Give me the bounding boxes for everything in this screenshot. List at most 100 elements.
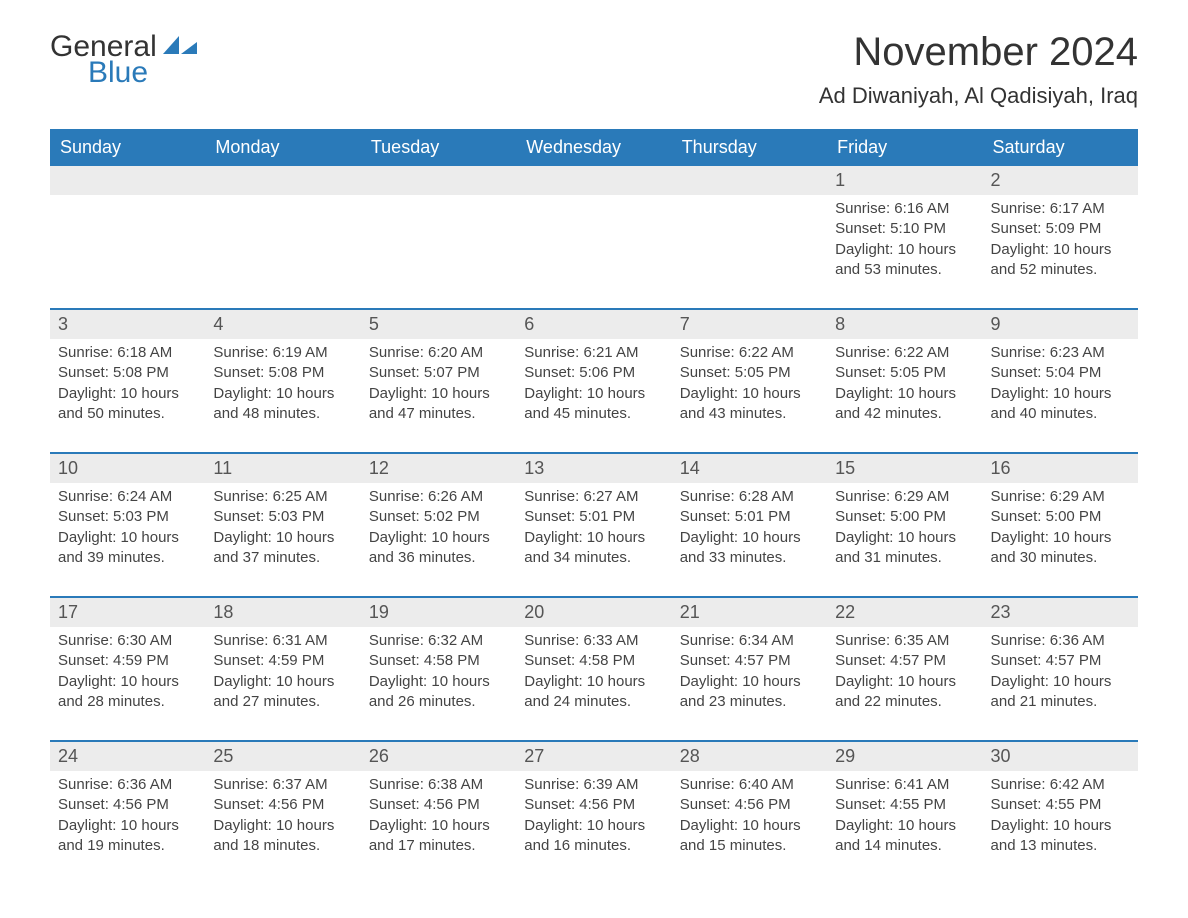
day-daylight: Daylight: 10 hours and 13 minutes. xyxy=(991,816,1130,857)
day-sunset: Sunset: 4:57 PM xyxy=(835,651,974,671)
day-sunrise: Sunrise: 6:40 AM xyxy=(680,775,819,795)
day-info-cell: Sunrise: 6:29 AMSunset: 5:00 PMDaylight:… xyxy=(983,483,1138,597)
calendar-week-row: Sunrise: 6:24 AMSunset: 5:03 PMDaylight:… xyxy=(50,483,1138,597)
day-sunrise: Sunrise: 6:24 AM xyxy=(58,487,197,507)
day-sunset: Sunset: 4:57 PM xyxy=(680,651,819,671)
day-daylight: Daylight: 10 hours and 30 minutes. xyxy=(991,528,1130,569)
day-sunset: Sunset: 5:07 PM xyxy=(369,363,508,383)
day-sunset: Sunset: 5:01 PM xyxy=(680,507,819,527)
day-info-cell xyxy=(672,195,827,309)
day-info-cell: Sunrise: 6:28 AMSunset: 5:01 PMDaylight:… xyxy=(672,483,827,597)
day-sunset: Sunset: 5:02 PM xyxy=(369,507,508,527)
day-sunrise: Sunrise: 6:42 AM xyxy=(991,775,1130,795)
day-sunset: Sunset: 5:03 PM xyxy=(58,507,197,527)
month-title: November 2024 xyxy=(819,30,1138,75)
day-number-cell: 23 xyxy=(983,597,1138,627)
day-info-cell: Sunrise: 6:19 AMSunset: 5:08 PMDaylight:… xyxy=(205,339,360,453)
day-info-cell: Sunrise: 6:16 AMSunset: 5:10 PMDaylight:… xyxy=(827,195,982,309)
day-sunrise: Sunrise: 6:34 AM xyxy=(680,631,819,651)
day-number-cell: 25 xyxy=(205,741,360,771)
day-sunset: Sunset: 5:08 PM xyxy=(213,363,352,383)
day-sunrise: Sunrise: 6:28 AM xyxy=(680,487,819,507)
day-info-cell: Sunrise: 6:17 AMSunset: 5:09 PMDaylight:… xyxy=(983,195,1138,309)
day-daylight: Daylight: 10 hours and 16 minutes. xyxy=(524,816,663,857)
day-daylight: Daylight: 10 hours and 22 minutes. xyxy=(835,672,974,713)
day-sunrise: Sunrise: 6:33 AM xyxy=(524,631,663,651)
day-info-cell: Sunrise: 6:38 AMSunset: 4:56 PMDaylight:… xyxy=(361,771,516,884)
day-sunset: Sunset: 4:59 PM xyxy=(213,651,352,671)
weekday-header: Friday xyxy=(827,129,982,166)
brand-part2: Blue xyxy=(88,56,199,90)
day-number-cell: 24 xyxy=(50,741,205,771)
day-daylight: Daylight: 10 hours and 14 minutes. xyxy=(835,816,974,857)
daynum-row: 24252627282930 xyxy=(50,741,1138,771)
day-daylight: Daylight: 10 hours and 15 minutes. xyxy=(680,816,819,857)
day-sunset: Sunset: 5:00 PM xyxy=(835,507,974,527)
day-number-cell: 14 xyxy=(672,453,827,483)
day-info-cell: Sunrise: 6:20 AMSunset: 5:07 PMDaylight:… xyxy=(361,339,516,453)
day-daylight: Daylight: 10 hours and 45 minutes. xyxy=(524,384,663,425)
day-number-cell: 6 xyxy=(516,309,671,339)
day-sunrise: Sunrise: 6:37 AM xyxy=(213,775,352,795)
day-info-cell: Sunrise: 6:22 AMSunset: 5:05 PMDaylight:… xyxy=(827,339,982,453)
weekday-header: Thursday xyxy=(672,129,827,166)
day-info-cell: Sunrise: 6:41 AMSunset: 4:55 PMDaylight:… xyxy=(827,771,982,884)
day-info-cell: Sunrise: 6:31 AMSunset: 4:59 PMDaylight:… xyxy=(205,627,360,741)
page-header: General Blue November 2024 Ad Diwaniyah,… xyxy=(50,30,1138,109)
daynum-row: 17181920212223 xyxy=(50,597,1138,627)
day-number-cell: 20 xyxy=(516,597,671,627)
day-sunset: Sunset: 5:10 PM xyxy=(835,219,974,239)
day-info-cell: Sunrise: 6:42 AMSunset: 4:55 PMDaylight:… xyxy=(983,771,1138,884)
day-daylight: Daylight: 10 hours and 40 minutes. xyxy=(991,384,1130,425)
daynum-row: 3456789 xyxy=(50,309,1138,339)
day-info-cell: Sunrise: 6:25 AMSunset: 5:03 PMDaylight:… xyxy=(205,483,360,597)
day-number-cell: 15 xyxy=(827,453,982,483)
calendar-week-row: Sunrise: 6:18 AMSunset: 5:08 PMDaylight:… xyxy=(50,339,1138,453)
day-info-cell xyxy=(50,195,205,309)
day-info-cell: Sunrise: 6:22 AMSunset: 5:05 PMDaylight:… xyxy=(672,339,827,453)
day-sunset: Sunset: 5:01 PM xyxy=(524,507,663,527)
day-number-cell: 29 xyxy=(827,741,982,771)
day-sunrise: Sunrise: 6:35 AM xyxy=(835,631,974,651)
day-info-cell: Sunrise: 6:34 AMSunset: 4:57 PMDaylight:… xyxy=(672,627,827,741)
day-daylight: Daylight: 10 hours and 34 minutes. xyxy=(524,528,663,569)
daynum-row: 10111213141516 xyxy=(50,453,1138,483)
day-number-cell: 3 xyxy=(50,309,205,339)
location-subtitle: Ad Diwaniyah, Al Qadisiyah, Iraq xyxy=(819,83,1138,109)
day-daylight: Daylight: 10 hours and 28 minutes. xyxy=(58,672,197,713)
day-sunrise: Sunrise: 6:22 AM xyxy=(680,343,819,363)
day-sunrise: Sunrise: 6:32 AM xyxy=(369,631,508,651)
day-info-cell: Sunrise: 6:36 AMSunset: 4:57 PMDaylight:… xyxy=(983,627,1138,741)
day-number-cell: 2 xyxy=(983,166,1138,195)
day-sunrise: Sunrise: 6:36 AM xyxy=(991,631,1130,651)
day-info-cell xyxy=(205,195,360,309)
day-sunrise: Sunrise: 6:36 AM xyxy=(58,775,197,795)
day-sunrise: Sunrise: 6:41 AM xyxy=(835,775,974,795)
day-number-cell: 22 xyxy=(827,597,982,627)
day-sunset: Sunset: 5:05 PM xyxy=(680,363,819,383)
day-sunrise: Sunrise: 6:30 AM xyxy=(58,631,197,651)
day-daylight: Daylight: 10 hours and 47 minutes. xyxy=(369,384,508,425)
day-info-cell: Sunrise: 6:30 AMSunset: 4:59 PMDaylight:… xyxy=(50,627,205,741)
day-sunset: Sunset: 4:57 PM xyxy=(991,651,1130,671)
day-number-cell: 4 xyxy=(205,309,360,339)
day-daylight: Daylight: 10 hours and 50 minutes. xyxy=(58,384,197,425)
weekday-header: Saturday xyxy=(983,129,1138,166)
day-daylight: Daylight: 10 hours and 19 minutes. xyxy=(58,816,197,857)
calendar-week-row: Sunrise: 6:16 AMSunset: 5:10 PMDaylight:… xyxy=(50,195,1138,309)
day-number-cell: 17 xyxy=(50,597,205,627)
day-daylight: Daylight: 10 hours and 39 minutes. xyxy=(58,528,197,569)
day-daylight: Daylight: 10 hours and 33 minutes. xyxy=(680,528,819,569)
day-sunset: Sunset: 4:59 PM xyxy=(58,651,197,671)
day-number-cell xyxy=(516,166,671,195)
day-number-cell: 26 xyxy=(361,741,516,771)
calendar-week-row: Sunrise: 6:30 AMSunset: 4:59 PMDaylight:… xyxy=(50,627,1138,741)
day-number-cell xyxy=(672,166,827,195)
day-info-cell: Sunrise: 6:29 AMSunset: 5:00 PMDaylight:… xyxy=(827,483,982,597)
day-number-cell: 10 xyxy=(50,453,205,483)
day-sunrise: Sunrise: 6:39 AM xyxy=(524,775,663,795)
day-info-cell: Sunrise: 6:32 AMSunset: 4:58 PMDaylight:… xyxy=(361,627,516,741)
day-daylight: Daylight: 10 hours and 37 minutes. xyxy=(213,528,352,569)
day-info-cell: Sunrise: 6:36 AMSunset: 4:56 PMDaylight:… xyxy=(50,771,205,884)
day-number-cell: 27 xyxy=(516,741,671,771)
